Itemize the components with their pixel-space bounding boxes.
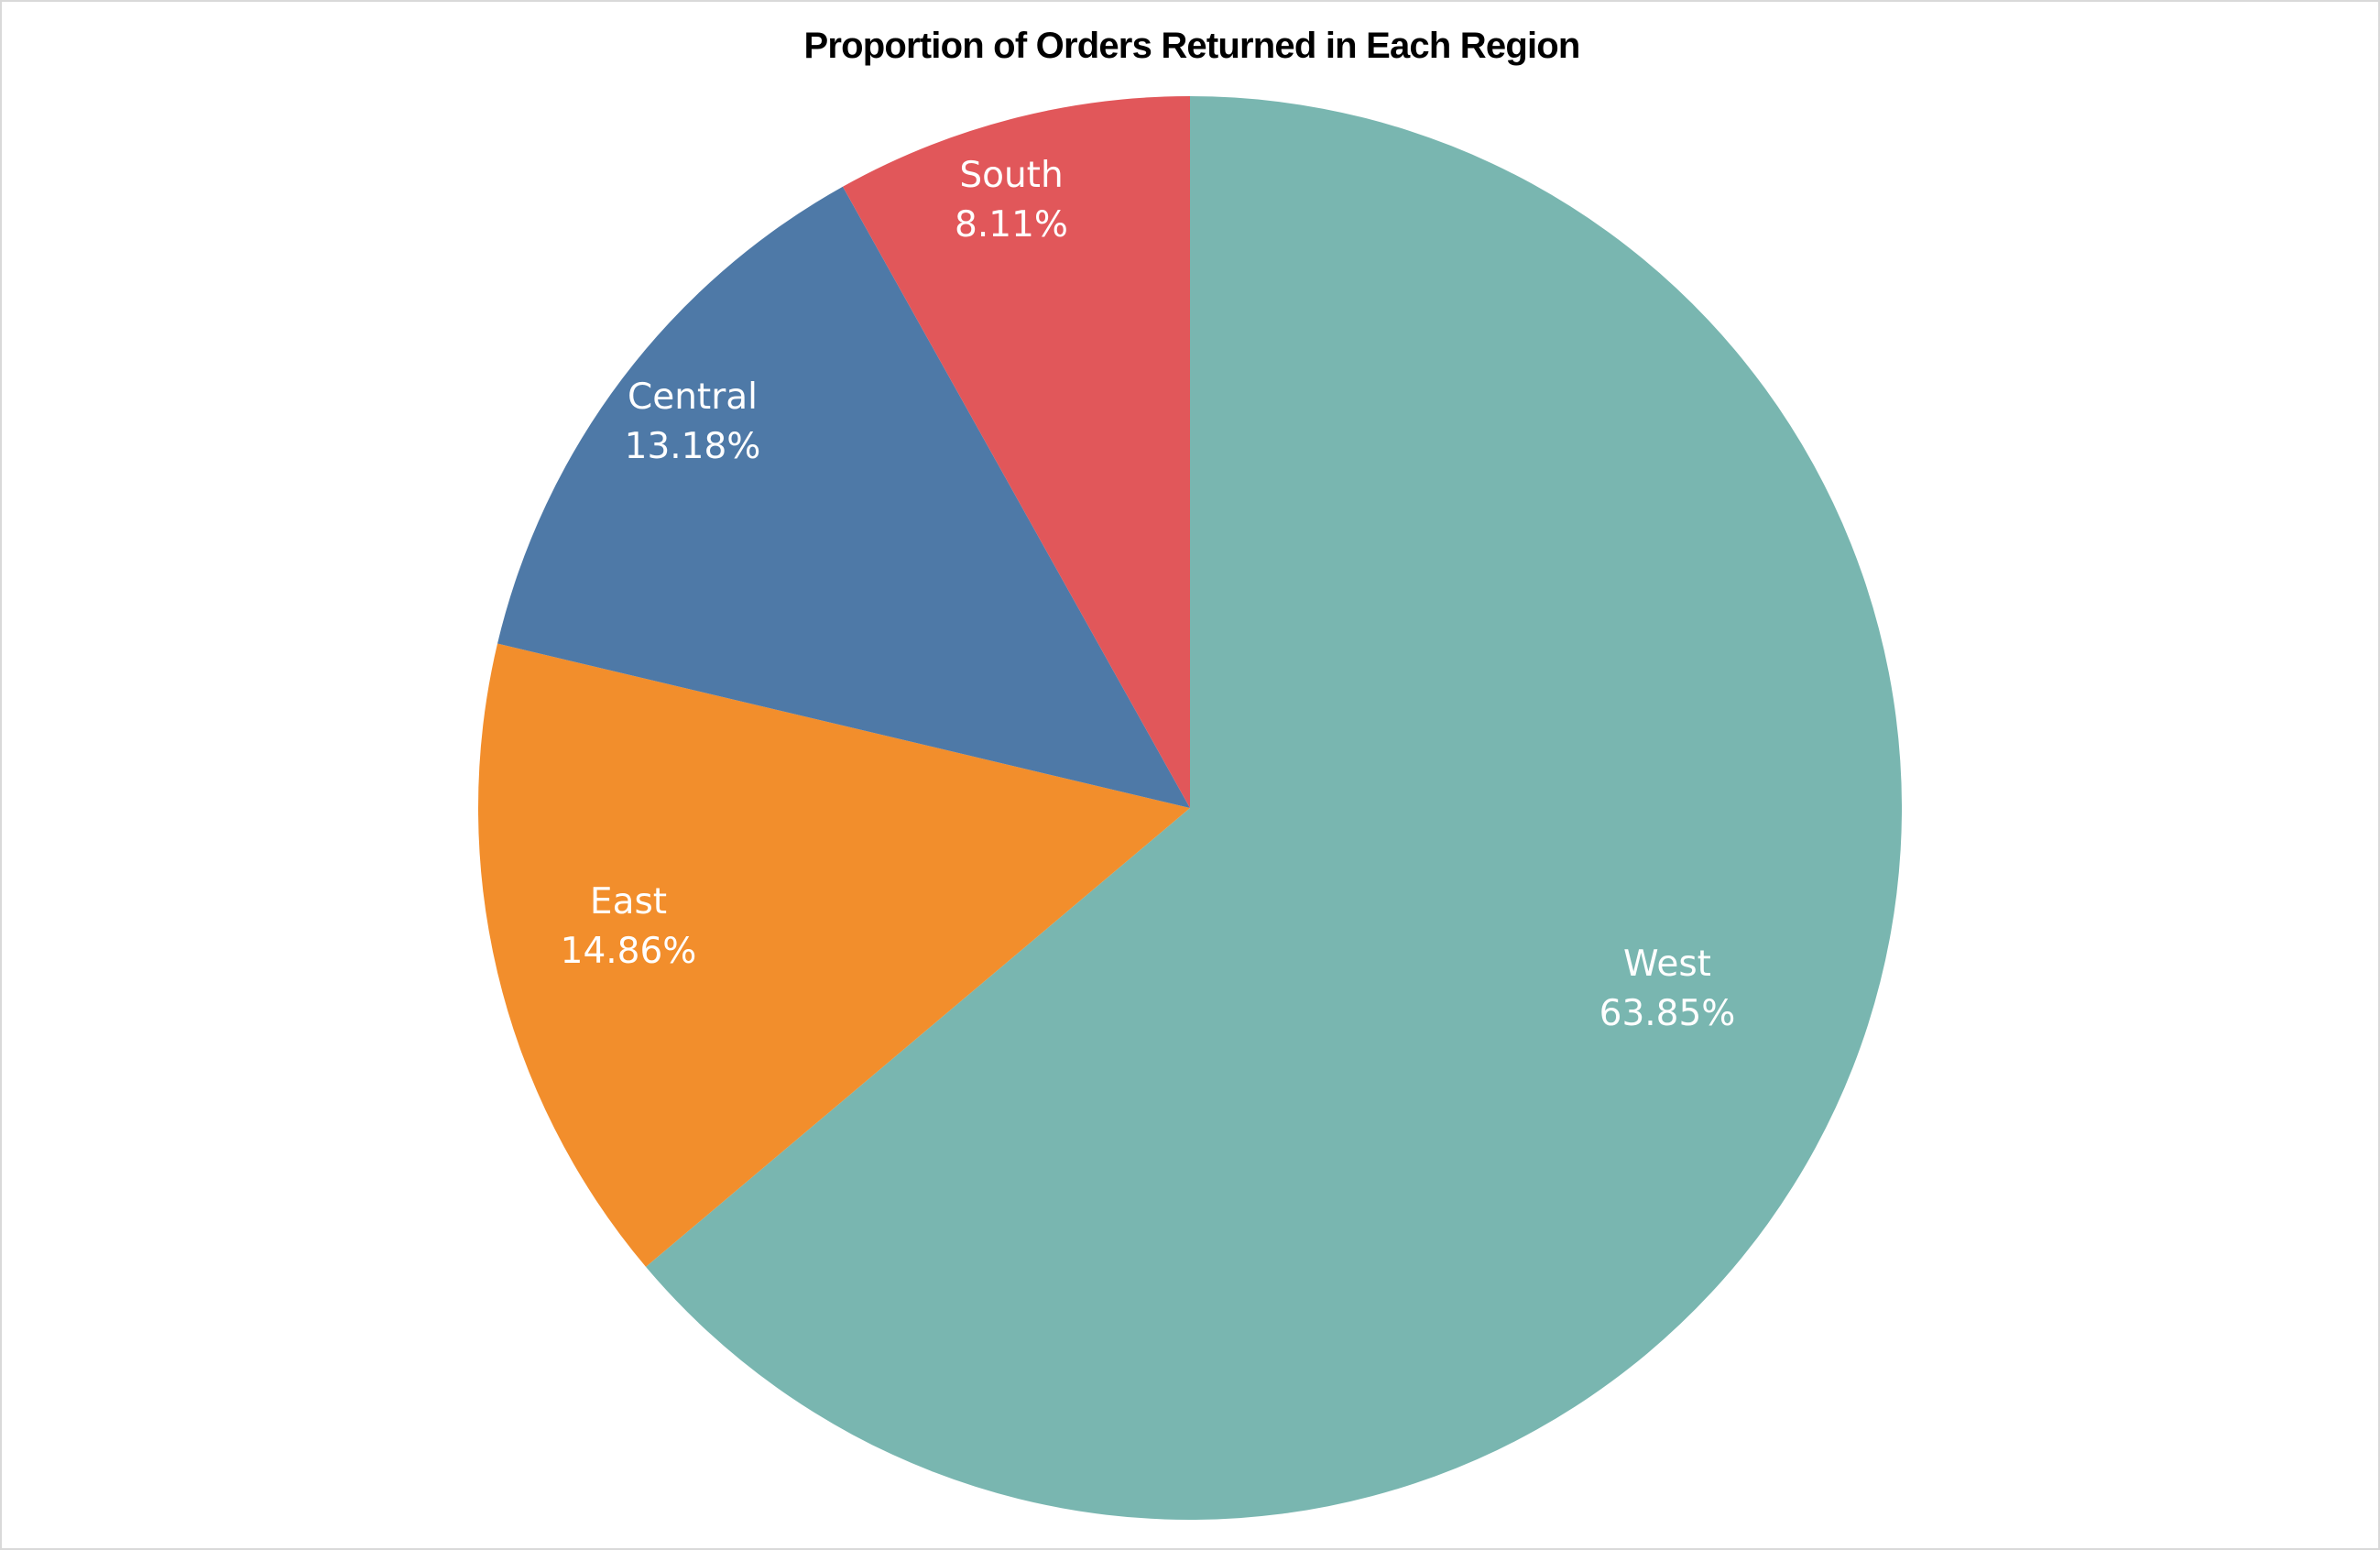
slice-label-central: Central xyxy=(628,377,758,418)
pie-slice-east xyxy=(478,643,1190,1267)
slice-label-east: East xyxy=(590,881,667,922)
chart-title: Proportion of Orders Returned in Each Re… xyxy=(803,26,1580,66)
slice-value-east: 14.86% xyxy=(561,931,697,972)
pie-slice-central xyxy=(497,186,1190,808)
pie-slice-south xyxy=(842,95,1190,808)
slice-label-west: West xyxy=(1623,944,1711,985)
slice-value-central: 13.18% xyxy=(625,426,761,467)
slice-value-south: 8.11% xyxy=(955,204,1068,246)
slice-value-west: 63.85% xyxy=(1599,993,1736,1034)
pie-slice-west xyxy=(646,96,1903,1520)
slice-label-south: South xyxy=(959,155,1063,196)
